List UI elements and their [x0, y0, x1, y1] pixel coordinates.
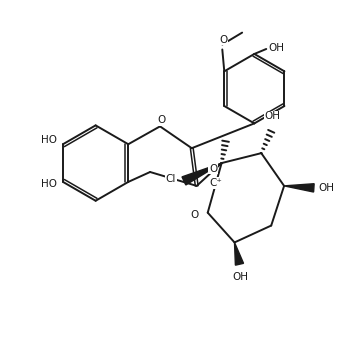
Text: C⁺: C⁺ — [210, 178, 222, 188]
Text: OH: OH — [232, 272, 248, 282]
Text: O: O — [219, 35, 227, 45]
Text: OH: OH — [268, 43, 284, 53]
Text: HO: HO — [41, 179, 57, 189]
Text: OH: OH — [264, 111, 280, 121]
Polygon shape — [182, 163, 222, 185]
Text: HO: HO — [41, 135, 57, 145]
Polygon shape — [284, 184, 314, 192]
Text: O: O — [191, 210, 199, 220]
Polygon shape — [235, 243, 244, 265]
Text: Cl: Cl — [166, 174, 176, 184]
Text: O: O — [157, 115, 165, 126]
Text: OH: OH — [319, 183, 335, 193]
Text: O: O — [209, 164, 217, 174]
